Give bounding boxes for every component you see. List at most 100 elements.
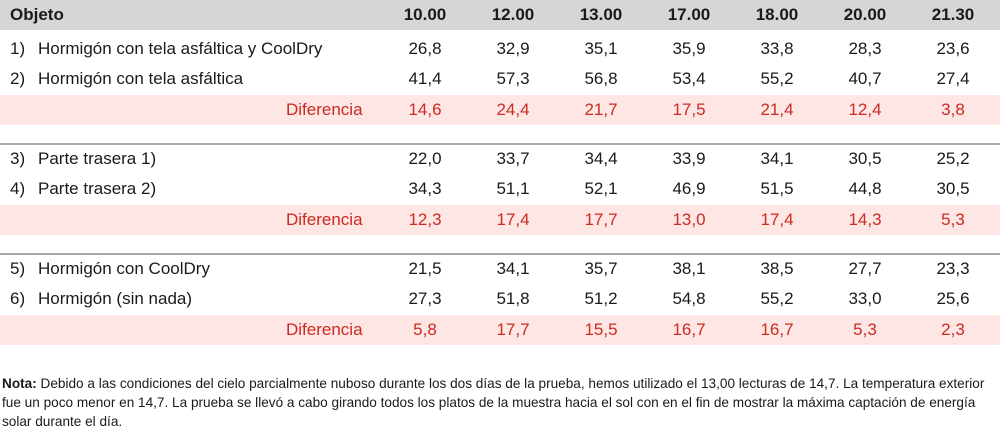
- row-number: 2): [10, 69, 26, 88]
- footnote-key: Nota:: [2, 376, 37, 391]
- table-cell: 34,3: [408, 179, 442, 198]
- header-time: 13.00: [579, 5, 623, 24]
- row-label: Hormigón con CoolDry: [38, 259, 210, 278]
- difference-cell: 21,4: [760, 100, 794, 119]
- table-cell: 51,2: [584, 289, 618, 308]
- table-row: 4) Parte trasera 2) 34,3 51,1 52,1 46,9 …: [0, 174, 1000, 204]
- table-cell: 30,5: [936, 179, 970, 198]
- table-cell: 27,3: [408, 289, 442, 308]
- header-time: 18.00: [755, 5, 799, 24]
- difference-cell: 5,8: [413, 320, 437, 339]
- table-cell: 21,5: [408, 259, 442, 278]
- table-cell: 33,0: [848, 289, 882, 308]
- footnote-text: Debido a las condiciones del cielo parci…: [2, 376, 985, 429]
- table-row: 1) Hormigón con tela asfáltica y CoolDry…: [0, 34, 1000, 64]
- row-label: Hormigón (sin nada): [38, 289, 193, 308]
- table-cell: 51,1: [496, 179, 530, 198]
- row-label: Parte trasera 1): [38, 149, 157, 168]
- row-number: 1): [10, 39, 26, 58]
- table-cell: 33,8: [760, 39, 794, 58]
- table-cell: 27,7: [848, 259, 882, 278]
- header-object-label: Objeto: [10, 5, 64, 24]
- table-cell: 26,8: [408, 39, 442, 58]
- difference-cell: 12,3: [408, 210, 442, 229]
- table-cell: 56,8: [584, 69, 618, 88]
- table-cell: 35,9: [672, 39, 706, 58]
- difference-label: Diferencia: [286, 100, 363, 119]
- row-number: 4): [10, 179, 26, 198]
- difference-cell: 5,3: [941, 210, 965, 229]
- difference-row: Diferencia 5,8 17,7 15,5 16,7 16,7 5,3 2…: [0, 315, 1000, 345]
- header-time: 10.00: [403, 5, 447, 24]
- difference-cell: 15,5: [584, 320, 618, 339]
- difference-cell: 14,3: [848, 210, 882, 229]
- header-time: 17.00: [667, 5, 711, 24]
- table-cell: 41,4: [408, 69, 442, 88]
- difference-cell: 16,7: [760, 320, 794, 339]
- row-number: 3): [10, 149, 26, 168]
- table-cell: 33,9: [672, 149, 706, 168]
- group-divider: [0, 143, 1000, 145]
- table-cell: 55,2: [760, 69, 794, 88]
- table-cell: 28,3: [848, 39, 882, 58]
- difference-row: Diferencia 14,6 24,4 21,7 17,5 21,4 12,4…: [0, 95, 1000, 125]
- difference-cell: 17,4: [760, 210, 794, 229]
- table-row: 5) Hormigón con CoolDry 21,5 34,1 35,7 3…: [0, 254, 1000, 284]
- table-cell: 34,4: [584, 149, 618, 168]
- table-cell: 53,4: [672, 69, 706, 88]
- difference-cell: 17,5: [672, 100, 706, 119]
- difference-cell: 2,3: [941, 320, 965, 339]
- table-cell: 34,1: [760, 149, 794, 168]
- row-number: 6): [10, 289, 26, 308]
- difference-cell: 17,7: [496, 320, 530, 339]
- table-cell: 46,9: [672, 179, 706, 198]
- row-label: Parte trasera 2): [38, 179, 157, 198]
- row-label: Hormigón con tela asfáltica: [38, 69, 244, 88]
- table-cell: 40,7: [848, 69, 882, 88]
- table-cell: 23,6: [936, 39, 970, 58]
- table-cell: 57,3: [496, 69, 530, 88]
- table-cell: 23,3: [936, 259, 970, 278]
- table-cell: 55,2: [760, 289, 794, 308]
- table-cell: 32,9: [496, 39, 530, 58]
- header-time: 12.00: [491, 5, 535, 24]
- table-cell: 51,8: [496, 289, 530, 308]
- header-time: 20.00: [843, 5, 887, 24]
- table-cell: 33,7: [496, 149, 530, 168]
- table-cell: 38,5: [760, 259, 794, 278]
- table-cell: 51,5: [760, 179, 794, 198]
- table-cell: 34,1: [496, 259, 530, 278]
- table-cell: 25,2: [936, 149, 970, 168]
- table-cell: 35,1: [584, 39, 618, 58]
- difference-cell: 16,7: [672, 320, 706, 339]
- difference-cell: 21,7: [584, 100, 618, 119]
- table-header-row: Objeto 10.00 12.00 13.00 17.00 18.00 20.…: [0, 0, 1000, 30]
- table-cell: 52,1: [584, 179, 618, 198]
- table-cell: 44,8: [848, 179, 882, 198]
- table-cell: 22,0: [408, 149, 442, 168]
- table-row: 3) Parte trasera 1) 22,0 33,7 34,4 33,9 …: [0, 144, 1000, 174]
- difference-cell: 13,0: [672, 210, 706, 229]
- row-label: Hormigón con tela asfáltica y CoolDry: [38, 39, 323, 58]
- difference-label: Diferencia: [286, 320, 363, 339]
- difference-cell: 3,8: [941, 100, 965, 119]
- difference-cell: 14,6: [408, 100, 442, 119]
- difference-cell: 12,4: [848, 100, 882, 119]
- difference-cell: 5,3: [853, 320, 877, 339]
- header-time: 21.30: [931, 5, 975, 24]
- row-number: 5): [10, 259, 26, 278]
- group-divider: [0, 253, 1000, 255]
- table-row: 2) Hormigón con tela asfáltica 41,4 57,3…: [0, 64, 1000, 94]
- table-cell: 27,4: [936, 69, 970, 88]
- difference-cell: 17,7: [584, 210, 618, 229]
- table-cell: 30,5: [848, 149, 882, 168]
- difference-cell: 17,4: [496, 210, 530, 229]
- table-row: 6) Hormigón (sin nada) 27,3 51,8 51,2 54…: [0, 284, 1000, 314]
- table-cell: 38,1: [672, 259, 706, 278]
- table-cell: 35,7: [584, 259, 618, 278]
- footnote: Nota: Debido a las condiciones del cielo…: [2, 374, 992, 431]
- difference-row: Diferencia 12,3 17,4 17,7 13,0 17,4 14,3…: [0, 205, 1000, 235]
- difference-label: Diferencia: [286, 210, 363, 229]
- table-cell: 54,8: [672, 289, 706, 308]
- table-cell: 25,6: [936, 289, 970, 308]
